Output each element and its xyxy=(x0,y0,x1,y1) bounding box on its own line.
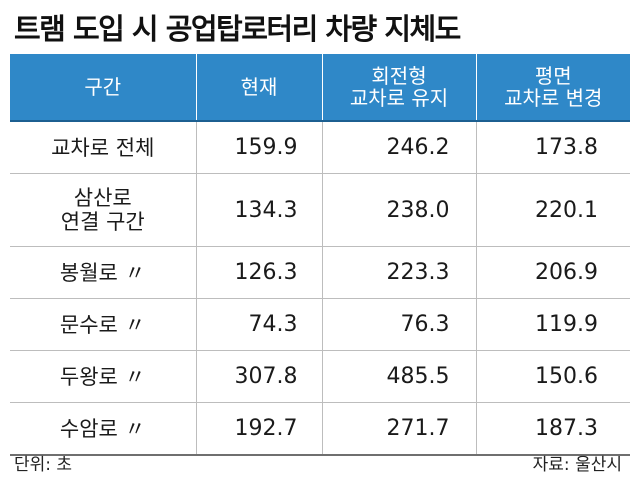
delay-table: 구간 현재 회전형 교차로 유지 평면 교차로 변경 교차로 전체 159.9 24… xyxy=(10,54,630,456)
table-row: 두왕로 〃 307.8 485.5 150.6 xyxy=(10,350,630,403)
header-row: 구간 현재 회전형 교차로 유지 평면 교차로 변경 xyxy=(10,54,630,122)
cell-current: 74.3 xyxy=(195,298,322,351)
cell-flat: 173.8 xyxy=(475,121,630,174)
row-label: 봉월로 〃 xyxy=(10,246,196,299)
cell-rotary: 246.2 xyxy=(321,121,476,174)
cell-rotary: 223.3 xyxy=(321,246,476,299)
cell-rotary: 485.5 xyxy=(321,350,476,403)
source-note: 자료: 울산시 xyxy=(532,455,622,475)
column-header-flat: 평면 교차로 변경 xyxy=(475,54,630,122)
cell-flat: 187.3 xyxy=(475,402,630,456)
cell-flat: 220.1 xyxy=(475,173,630,247)
cell-flat: 119.9 xyxy=(475,298,630,351)
cell-current: 134.3 xyxy=(195,173,322,247)
row-label: 수암로 〃 xyxy=(10,402,196,456)
cell-current: 307.8 xyxy=(195,350,322,403)
cell-rotary: 76.3 xyxy=(321,298,476,351)
cell-current: 126.3 xyxy=(195,246,322,299)
row-label: 교차로 전체 xyxy=(10,121,196,174)
cell-rotary: 271.7 xyxy=(321,402,476,456)
table-row: 문수로 〃 74.3 76.3 119.9 xyxy=(10,298,630,351)
row-label: 문수로 〃 xyxy=(10,298,196,351)
unit-note: 단위: 초 xyxy=(14,455,73,475)
table-row: 수암로 〃 192.7 271.7 187.3 xyxy=(10,402,630,456)
cell-flat: 150.6 xyxy=(475,350,630,403)
column-header-current: 현재 xyxy=(195,54,322,122)
column-header-rotary: 회전형 교차로 유지 xyxy=(321,54,476,122)
cell-current: 159.9 xyxy=(195,121,322,174)
page-title: 트램 도입 시 공업탑로터리 차량 지체도 xyxy=(14,12,461,46)
cell-flat: 206.9 xyxy=(475,246,630,299)
cell-rotary: 238.0 xyxy=(321,173,476,247)
table-row: 교차로 전체 159.9 246.2 173.8 xyxy=(10,121,630,174)
row-label: 삼산로 연결 구간 xyxy=(10,173,196,247)
cell-current: 192.7 xyxy=(195,402,322,456)
column-header-section: 구간 xyxy=(10,54,196,122)
table-row: 봉월로 〃 126.3 223.3 206.9 xyxy=(10,246,630,299)
row-label: 두왕로 〃 xyxy=(10,350,196,403)
table-row: 삼산로 연결 구간 134.3 238.0 220.1 xyxy=(10,173,630,247)
